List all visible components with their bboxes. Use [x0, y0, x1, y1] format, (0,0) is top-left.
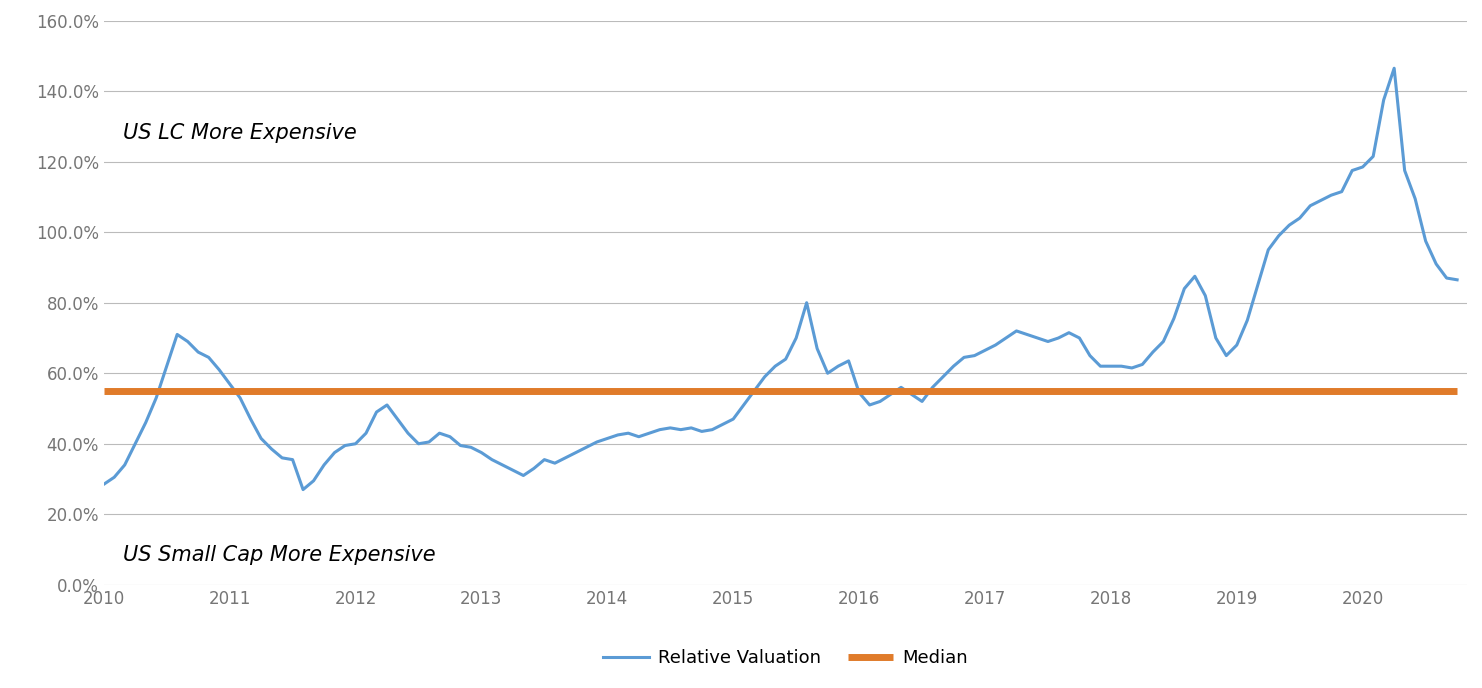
- Relative Valuation: [1165, 314, 1183, 323]
- Legend: Relative Valuation, Median: Relative Valuation, Median: [596, 642, 975, 674]
- Relative Valuation: [997, 334, 1015, 342]
- Relative Valuation: [473, 449, 491, 457]
- Line: Relative Valuation: Relative Valuation: [104, 68, 1457, 490]
- Relative Valuation: [1386, 64, 1403, 72]
- Text: US Small Cap More Expensive: US Small Cap More Expensive: [123, 545, 436, 565]
- Relative Valuation: [682, 424, 700, 432]
- Text: US LC More Expensive: US LC More Expensive: [123, 123, 356, 144]
- Relative Valuation: [1103, 362, 1120, 370]
- Relative Valuation: [808, 345, 825, 353]
- Relative Valuation: [95, 480, 113, 488]
- Relative Valuation: [1448, 276, 1466, 284]
- Relative Valuation: [295, 486, 313, 494]
